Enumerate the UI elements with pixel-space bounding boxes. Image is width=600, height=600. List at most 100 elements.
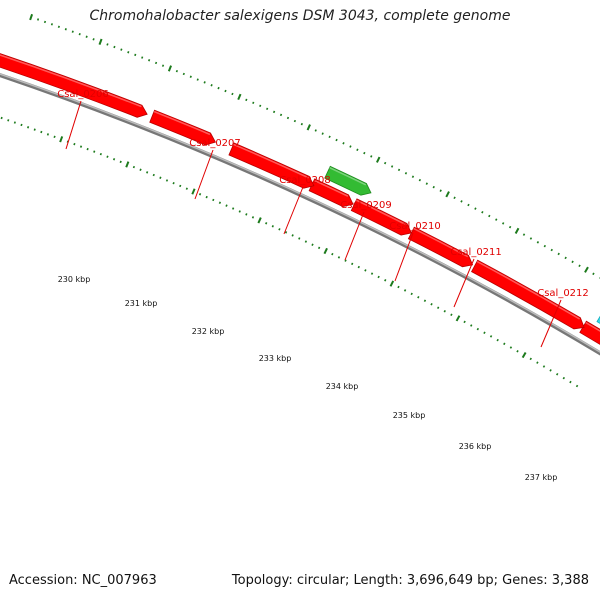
inner-minor-tick [489,335,493,338]
inner-minor-tick [172,181,175,185]
outer-minor-tick [432,185,435,189]
leader-line [344,211,365,261]
inner-minor-tick [198,193,202,196]
inner-minor-tick [351,262,354,266]
inner-minor-tick [46,133,50,136]
unlabeled-cds-arrow[interactable] [308,178,354,208]
inner-major-tick [455,315,461,322]
leader-line [394,232,414,282]
inner-minor-tick [430,302,433,306]
outer-minor-tick [300,122,303,126]
gene-label[interactable]: Csal_0207 [189,138,241,149]
gene-arrow-csal-0210[interactable] [350,198,412,236]
inner-minor-tick [549,369,552,372]
outer-minor-tick [57,25,60,28]
kbp-label: 231 kbp [125,299,158,308]
inner-minor-tick [384,279,387,282]
outer-minor-tick [196,78,199,81]
inner-minor-tick [231,207,235,210]
outer-minor-tick [356,148,359,152]
gene-label[interactable]: Csal_0206 [57,89,109,100]
gene-label[interactable]: Csal_0208 [279,175,331,186]
outer-major-tick [306,124,311,131]
inner-major-tick [125,161,130,168]
outer-major-tick [584,266,589,273]
outer-minor-tick [342,142,345,145]
gene-label[interactable]: Csal_0211 [450,247,502,258]
unlabeled-feature-arrow[interactable] [596,310,600,333]
outer-minor-tick [106,43,109,46]
inner-minor-tick [93,150,96,153]
gene-arrow-csal-0210-shine [355,199,407,226]
kbp-label: 234 kbp [326,382,359,391]
inner-minor-tick [562,376,566,380]
leader-line [283,186,304,235]
outer-minor-tick [501,222,505,225]
outer-major-tick [376,156,381,163]
inner-minor-tick [337,256,341,259]
gene-arrow-csal-0211[interactable] [407,226,474,268]
outer-minor-tick [224,89,227,93]
outer-minor-tick [71,30,74,33]
gene-arrow-csal-0209[interactable] [324,165,372,196]
unlabeled-cds-arrow-shine [313,179,349,197]
inner-minor-tick [79,145,83,148]
outer-minor-tick [578,264,581,268]
inner-minor-tick [291,234,294,237]
unlabeled-cds-arrow-shine [585,321,600,332]
gene-label[interactable]: Csal_0209 [340,200,392,211]
inner-minor-tick [470,324,473,327]
outer-minor-tick [293,119,297,123]
outer-minor-tick [467,203,470,207]
outer-minor-tick [85,35,88,38]
inner-minor-tick [152,173,155,177]
inner-minor-tick [364,269,367,272]
outer-minor-tick [508,225,512,229]
gene-label[interactable]: Csal_0210 [389,221,441,232]
inner-minor-tick [106,155,109,158]
outer-minor-tick [474,207,477,210]
outer-minor-tick [397,168,401,172]
inner-minor-tick [271,225,274,228]
outer-minor-tick [488,214,491,218]
inner-minor-tick [265,222,268,225]
inner-minor-tick [27,126,30,129]
kbp-label: 232 kbp [192,327,225,336]
inner-minor-tick [496,338,499,342]
inner-minor-tick [0,116,3,120]
outer-minor-tick [175,69,179,73]
kbp-label: 237 kbp [525,473,558,482]
outer-minor-tick [328,135,331,139]
outer-major-tick [29,13,34,21]
outer-minor-tick [321,132,324,135]
gene-arrow-csal-0207[interactable] [149,109,217,146]
outer-minor-tick [453,196,456,200]
inner-minor-tick [370,272,374,275]
outer-major-tick [514,227,520,234]
leader-line [65,100,82,150]
inner-minor-tick [245,213,248,216]
gene-label[interactable]: Csal_0212 [537,288,589,299]
outer-minor-tick [266,107,269,111]
inner-minor-tick [53,135,56,139]
gene-arrow-csal-0206[interactable] [0,49,148,118]
inner-major-tick [191,188,196,195]
outer-minor-tick [460,200,463,203]
inner-minor-tick [205,195,208,199]
outer-tick-track [29,13,600,279]
inner-minor-tick [311,243,314,246]
inner-major-tick [323,247,328,255]
outer-minor-tick [557,252,560,256]
inner-minor-tick [251,216,255,219]
outer-major-tick [167,65,172,72]
inner-minor-tick [331,252,334,256]
inner-minor-tick [13,121,16,124]
gene-arrow-csal-0211-shine [413,227,469,258]
inner-minor-tick [238,210,241,213]
outer-minor-tick [529,237,533,240]
accession-text: Accession: NC_007963 [9,573,157,588]
gene-arrow-csal-0208[interactable] [228,142,315,189]
unlabeled-cds-arrow[interactable] [579,320,600,348]
outer-minor-tick [335,138,338,142]
